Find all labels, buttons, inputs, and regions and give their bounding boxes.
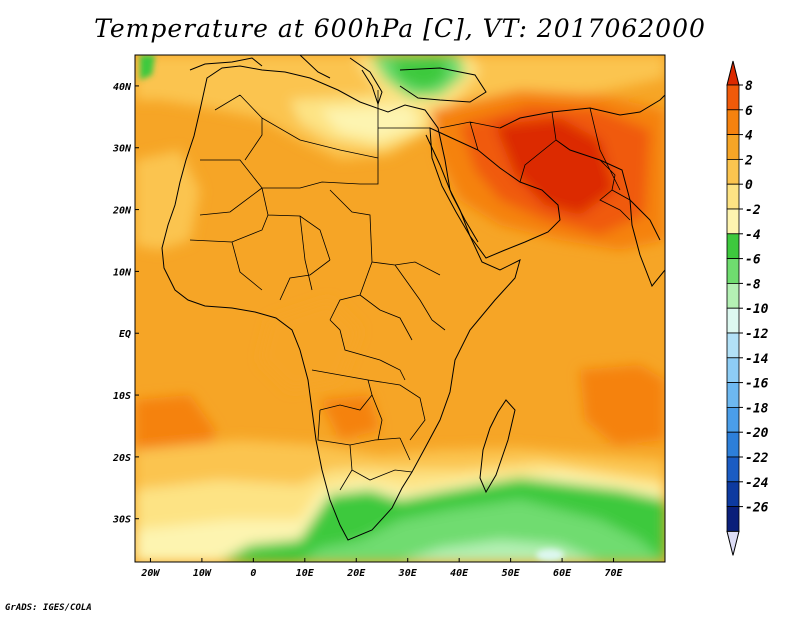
- x-tick-label: 20W: [140, 568, 160, 579]
- colorbar-swatch: [726, 282, 740, 309]
- colorbar-swatch: [726, 109, 740, 136]
- colorbar-swatch: [726, 456, 740, 483]
- anatolia-coast: [399, 67, 487, 103]
- y-tick-label: 40N: [113, 82, 132, 93]
- colorbar-swatch: [726, 307, 740, 334]
- y-tick-label: 30N: [112, 144, 132, 155]
- colorbar-swatch: [726, 431, 740, 458]
- colorbar-label: 4: [745, 129, 753, 144]
- colorbar-bottom-arrow: [726, 530, 740, 556]
- map-frame: [134, 54, 666, 563]
- iberia-coast: [189, 57, 263, 71]
- coastlines-and-borders: [161, 55, 665, 541]
- colorbar-swatch: [726, 258, 740, 284]
- x-tick-label: 60E: [553, 568, 572, 579]
- colorbar-label: -26: [745, 501, 769, 516]
- y-tick-label: 10S: [113, 391, 131, 402]
- india-coast: [611, 189, 665, 287]
- y-tick-label: 20S: [112, 453, 131, 464]
- x-tick-label: 70E: [605, 568, 624, 579]
- colorbar-label: -16: [745, 377, 769, 392]
- colorbar-label: -20: [745, 426, 769, 441]
- colorbar-swatch: [726, 382, 740, 408]
- colorbar-swatch: [726, 406, 740, 433]
- country-borders: [189, 90, 631, 491]
- y-tick-label: EQ: [119, 329, 131, 340]
- y-tick-label: 10N: [113, 267, 132, 278]
- x-tick-label: 10W: [193, 568, 212, 579]
- x-tick-label: 30E: [398, 568, 418, 579]
- colorbar-label: 0: [745, 178, 753, 193]
- colorbar-label: -22: [745, 451, 769, 466]
- colorbar-label: -12: [745, 327, 769, 342]
- africa-coastline: [161, 65, 521, 541]
- colorbar-swatch: [726, 183, 740, 210]
- grads-credit: GrADS: IGES/COLA: [5, 603, 92, 613]
- temperature-field: [135, 55, 665, 562]
- colorbar-label: -8: [745, 277, 761, 292]
- colorbar-swatch: [726, 158, 740, 185]
- chart-title: Temperature at 600hPa [C], VT: 201706200…: [94, 14, 706, 43]
- y-tick-label: 20N: [112, 206, 132, 217]
- colorbar-label: -2: [745, 203, 761, 218]
- x-tick-label: 40E: [450, 568, 469, 579]
- colorbar-label: -10: [745, 302, 769, 317]
- colorbar-label: -18: [745, 401, 769, 416]
- colorbar-label: -4: [745, 228, 761, 243]
- colorbar-swatch: [726, 233, 740, 260]
- red-sea-coast: [425, 134, 479, 243]
- x-tick-label: 0: [250, 568, 256, 579]
- colorbar-swatch: [726, 208, 740, 235]
- persian-gulf-coast: [499, 94, 665, 241]
- arabia-coastline: [429, 127, 561, 259]
- colorbar-swatch: [726, 506, 740, 532]
- y-tick-label: 30S: [112, 515, 131, 526]
- colorbar-label: 6: [745, 104, 753, 119]
- colorbar-label: -24: [745, 476, 769, 491]
- colorbar-swatch: [726, 357, 740, 383]
- x-axis-ticks: 20W 10W 0 10E 20E 30E 40E 50E 60E 70E: [140, 558, 624, 579]
- colorbar-swatch: [726, 481, 740, 507]
- colorbar-label: 2: [744, 153, 753, 168]
- y-axis-ticks: 40N 30N 20N 10N EQ 10S 20S 30S: [112, 82, 139, 526]
- colorbar-label: 8: [745, 79, 753, 94]
- madagascar: [479, 399, 516, 494]
- x-tick-label: 10E: [296, 568, 315, 579]
- italy-greece-coast: [299, 55, 383, 106]
- colorbar-swatch: [726, 332, 740, 359]
- colorbar-top-arrow: [726, 60, 740, 86]
- colorbar: 8 6 4 2 0 -2 -4 -6 -8 -10 -12 -14 -16 -18 -20 -22 -24 -26: [726, 60, 769, 556]
- colorbar-swatch: [726, 134, 740, 160]
- x-tick-label: 20E: [346, 568, 366, 579]
- x-tick-label: 50E: [502, 568, 521, 579]
- colorbar-label: -6: [745, 253, 761, 268]
- colorbar-label: -14: [745, 352, 769, 367]
- colorbar-swatch: [726, 84, 740, 111]
